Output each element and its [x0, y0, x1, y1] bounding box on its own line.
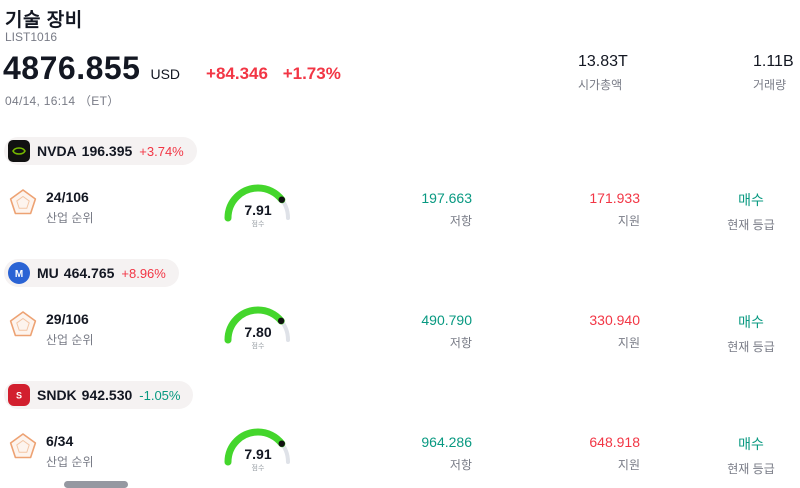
stock-row-nvda: NVDA 196.395 +3.74% 24/106 산업 순위 7.91 점수 …: [0, 136, 800, 258]
index-change: +84.346 +1.73%: [206, 64, 341, 84]
svg-text:M: M: [15, 269, 23, 280]
rating-value: 매수: [738, 314, 764, 330]
ticker-symbol: MU: [37, 265, 59, 281]
rating-label: 현재 등급: [727, 340, 775, 354]
stock-price: 942.530: [81, 387, 133, 403]
score-gauge: 7.91 점수: [218, 422, 298, 474]
ticker-symbol: NVDA: [37, 143, 77, 159]
resistance-value: 197.663: [421, 190, 472, 206]
resistance-col: 197.663 저항: [352, 190, 472, 229]
support-col: 330.940 지원: [520, 312, 640, 351]
industry-rank-value: 29/106: [46, 311, 89, 327]
rating-col: 매수 현재 등급: [706, 312, 796, 355]
industry-rank-label: 산업 순위: [46, 455, 94, 469]
currency-label: USD: [150, 66, 181, 82]
rating-label: 현재 등급: [727, 462, 775, 476]
industry-rank-label: 산업 순위: [46, 211, 94, 225]
resistance-value: 964.286: [421, 434, 472, 450]
horizontal-scrollbar-thumb[interactable]: [64, 481, 128, 488]
nvda-logo-icon: [8, 140, 30, 162]
index-change-pct: +1.73%: [282, 64, 341, 83]
stock-change: -1.05%: [139, 387, 181, 403]
resistance-label: 저항: [449, 336, 472, 350]
radar-pentagon-icon: [8, 310, 38, 340]
support-label: 지원: [617, 214, 640, 228]
resistance-label: 저항: [449, 458, 472, 472]
list-id: LIST1016: [5, 30, 58, 44]
support-label: 지원: [617, 336, 640, 350]
resistance-label: 저항: [449, 214, 472, 228]
rating-label: 현재 등급: [727, 218, 775, 232]
score-value: 7.91: [244, 202, 272, 218]
stock-price: 196.395: [81, 143, 133, 159]
resistance-col: 490.790 저항: [352, 312, 472, 351]
support-col: 171.933 지원: [520, 190, 640, 229]
score-label: 점수: [251, 221, 265, 228]
radar-pentagon-icon: [8, 432, 38, 462]
svg-text:S: S: [16, 391, 22, 401]
stock-price: 464.765: [63, 265, 115, 281]
mu-logo-icon: M: [8, 262, 30, 284]
industry-rank-value: 6/34: [46, 433, 74, 449]
score-gauge: 7.80 점수: [218, 300, 298, 352]
support-value: 330.940: [589, 312, 640, 328]
rating-value: 매수: [738, 436, 764, 452]
stock-row-sndk: S SNDK 942.530 -1.05% 6/34 산업 순위 7.91 점수 …: [0, 380, 800, 488]
volume-value: 1.11B: [753, 53, 794, 70]
score-value: 7.91: [244, 446, 272, 462]
industry-rank-label: 산업 순위: [46, 333, 94, 347]
stock-row-mu: M MU 464.765 +8.96% 29/106 산업 순위 7.80 점수 …: [0, 258, 800, 380]
support-value: 171.933: [589, 190, 640, 206]
stock-pill-sndk[interactable]: S SNDK 942.530 -1.05%: [4, 381, 194, 409]
page-title: 기술 장비: [5, 10, 83, 31]
support-col: 648.918 지원: [520, 434, 640, 473]
score-label: 점수: [251, 465, 265, 472]
stock-change: +3.74%: [139, 143, 184, 159]
rating-value: 매수: [738, 192, 764, 208]
industry-rank-value: 24/106: [46, 189, 89, 205]
support-value: 648.918: [589, 434, 640, 450]
index-price-row: 4876.855 USD +84.346 +1.73%: [3, 50, 341, 87]
stock-pill-mu[interactable]: M MU 464.765 +8.96%: [4, 259, 179, 287]
market-cap-label: 시가총액: [578, 78, 623, 92]
index-price: 4876.855: [3, 50, 141, 86]
radar-pentagon-icon: [8, 188, 38, 218]
score-value: 7.80: [244, 324, 272, 340]
resistance-col: 964.286 저항: [352, 434, 472, 473]
quote-datetime: 04/14, 16:14 （ET）: [5, 94, 120, 108]
market-cap-value: 13.83T: [578, 53, 628, 70]
support-label: 지원: [617, 458, 640, 472]
ticker-symbol: SNDK: [37, 387, 77, 403]
stock-change: +8.96%: [121, 265, 166, 281]
rating-col: 매수 현재 등급: [706, 434, 796, 477]
market-cap-stat: 13.83T 시가총액: [578, 53, 628, 93]
sndk-logo-icon: S: [8, 384, 30, 406]
stock-pill-nvda[interactable]: NVDA 196.395 +3.74%: [4, 137, 197, 165]
volume-stat: 1.11B 거래량: [753, 53, 794, 93]
volume-label: 거래량: [753, 78, 787, 92]
rating-col: 매수 현재 등급: [706, 190, 796, 233]
resistance-value: 490.790: [421, 312, 472, 328]
score-label: 점수: [251, 343, 265, 350]
index-change-abs: +84.346: [206, 64, 268, 83]
score-gauge: 7.91 점수: [218, 178, 298, 230]
